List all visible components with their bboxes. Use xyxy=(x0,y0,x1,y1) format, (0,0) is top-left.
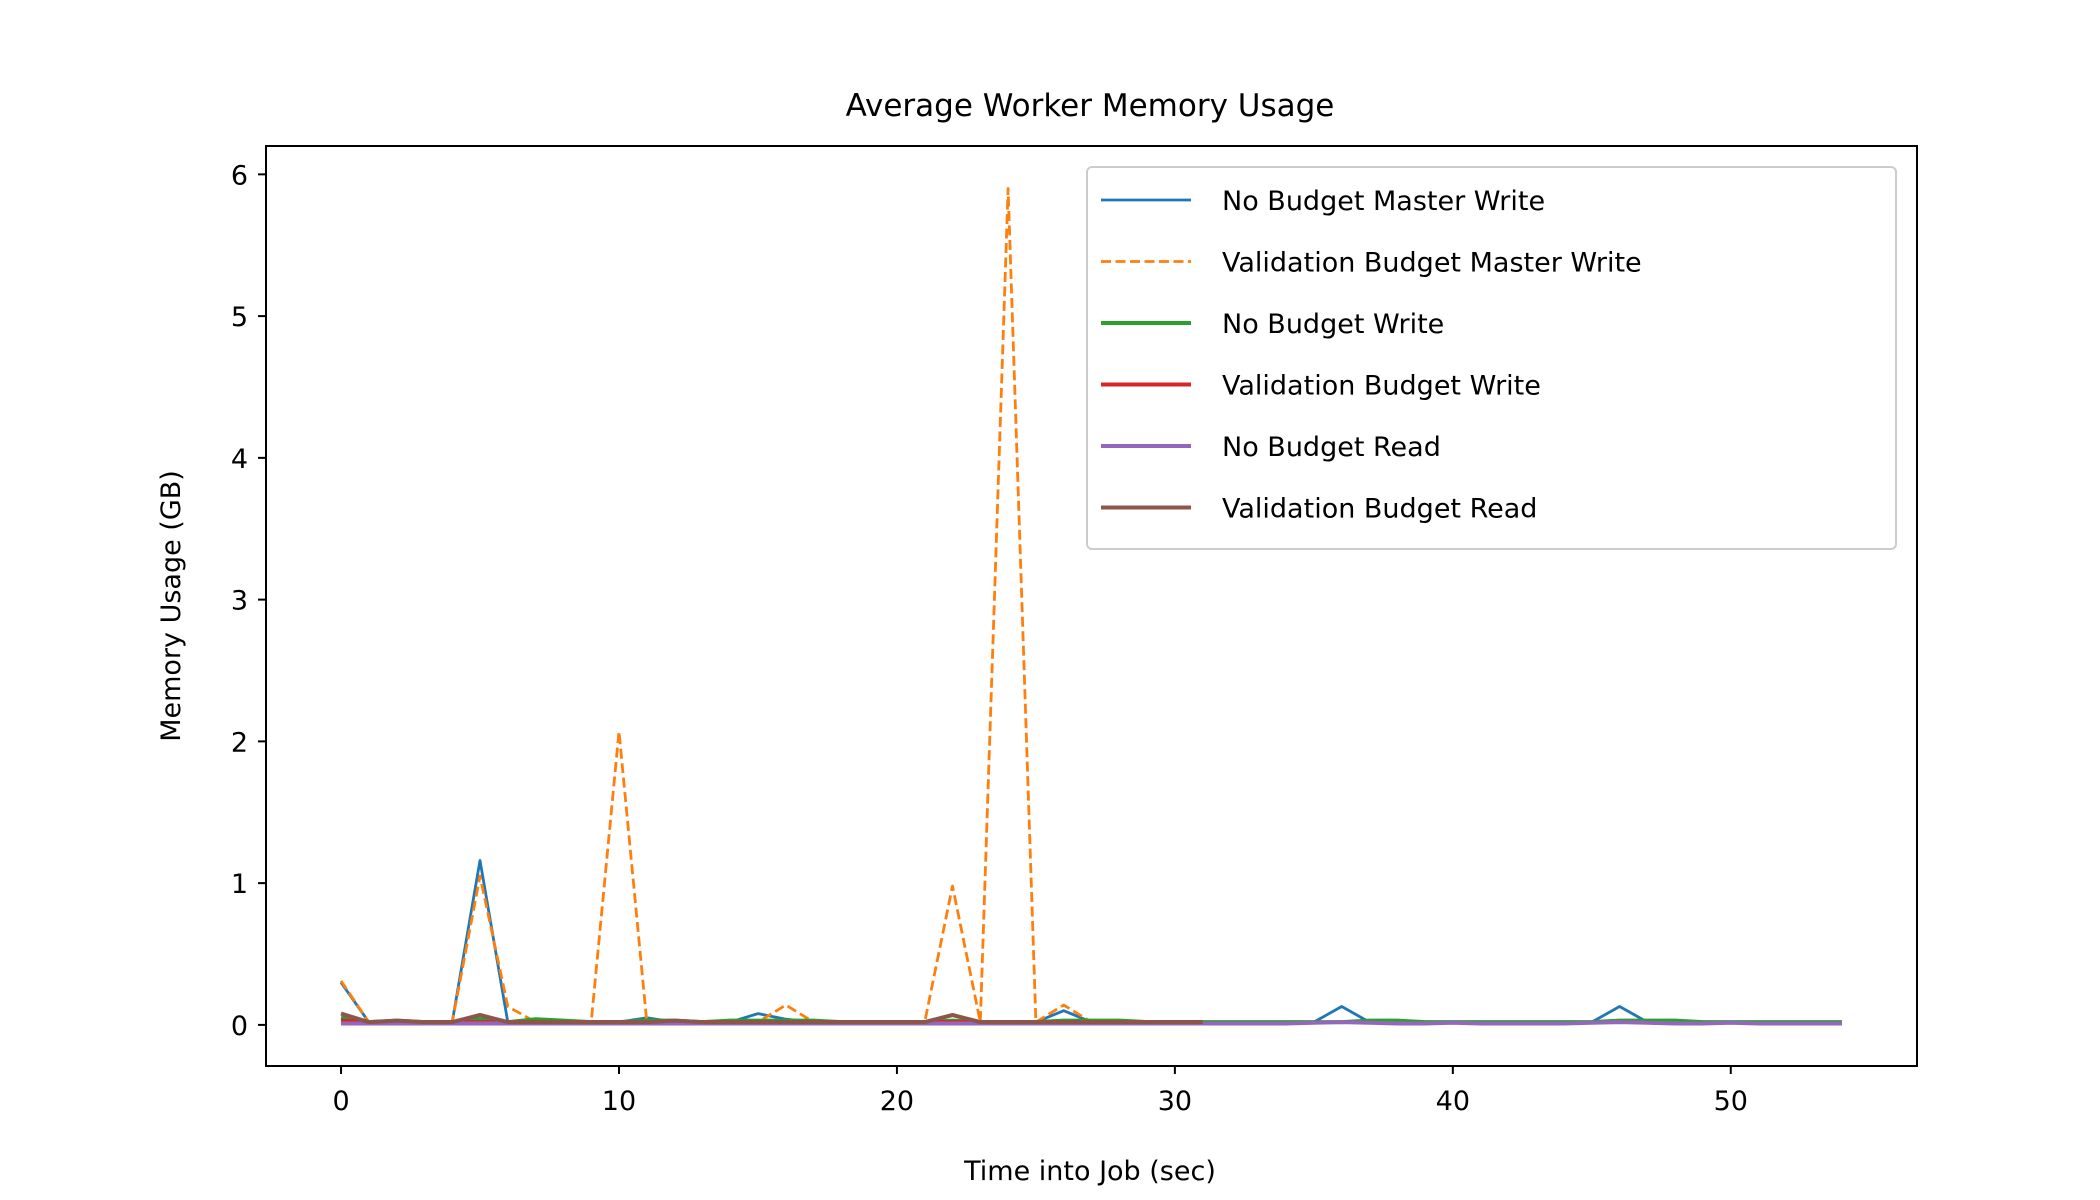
y-tick-label: 5 xyxy=(231,302,248,333)
x-tick-label: 10 xyxy=(602,1086,636,1117)
y-axis: 0 1 2 3 4 5 6 xyxy=(231,160,266,1042)
x-axis-label: Time into Job (sec) xyxy=(963,1156,1216,1187)
x-tick-label: 0 xyxy=(332,1086,349,1117)
plot-lines xyxy=(339,187,1842,1026)
y-axis-label: Memory Usage (GB) xyxy=(156,470,187,742)
x-tick-label: 30 xyxy=(1158,1086,1192,1117)
y-tick-label: 0 xyxy=(231,1011,248,1042)
series-line-no-budget-master-write xyxy=(339,859,1842,1024)
y-tick-label: 4 xyxy=(231,444,248,475)
series-line-validation-budget-read xyxy=(340,1011,1203,1025)
plot-frame xyxy=(265,145,1918,1067)
legend: No Budget Master Write Validation Budget … xyxy=(1086,166,1897,550)
x-tick-label: 20 xyxy=(880,1086,914,1117)
x-tick-label: 50 xyxy=(1714,1086,1748,1117)
x-tick-label: 40 xyxy=(1436,1086,1470,1117)
y-tick-label: 1 xyxy=(231,869,248,900)
legend-box xyxy=(1086,166,1897,550)
legend-label-no-budget-read: No Budget Read xyxy=(1222,432,1441,463)
y-tick-label: 6 xyxy=(231,160,248,191)
chart-title: Average Worker Memory Usage xyxy=(846,88,1335,124)
legend-label-validation-budget-write: Validation Budget Write xyxy=(1222,371,1541,402)
x-axis: 0 10 20 30 40 50 xyxy=(332,1066,1748,1117)
legend-label-validation-budget-read: Validation Budget Read xyxy=(1222,494,1537,525)
legend-label-no-budget-write: No Budget Write xyxy=(1222,309,1444,340)
y-tick-label: 2 xyxy=(231,727,248,758)
legend-label-no-budget-master-write: No Budget Master Write xyxy=(1222,186,1545,217)
series-line-validation-budget-master-write xyxy=(339,187,1203,1024)
legend-items: No Budget Master Write Validation Budget … xyxy=(1101,186,1642,525)
legend-label-validation-budget-master-write: Validation Budget Master Write xyxy=(1222,248,1642,279)
y-tick-label: 3 xyxy=(231,586,248,617)
